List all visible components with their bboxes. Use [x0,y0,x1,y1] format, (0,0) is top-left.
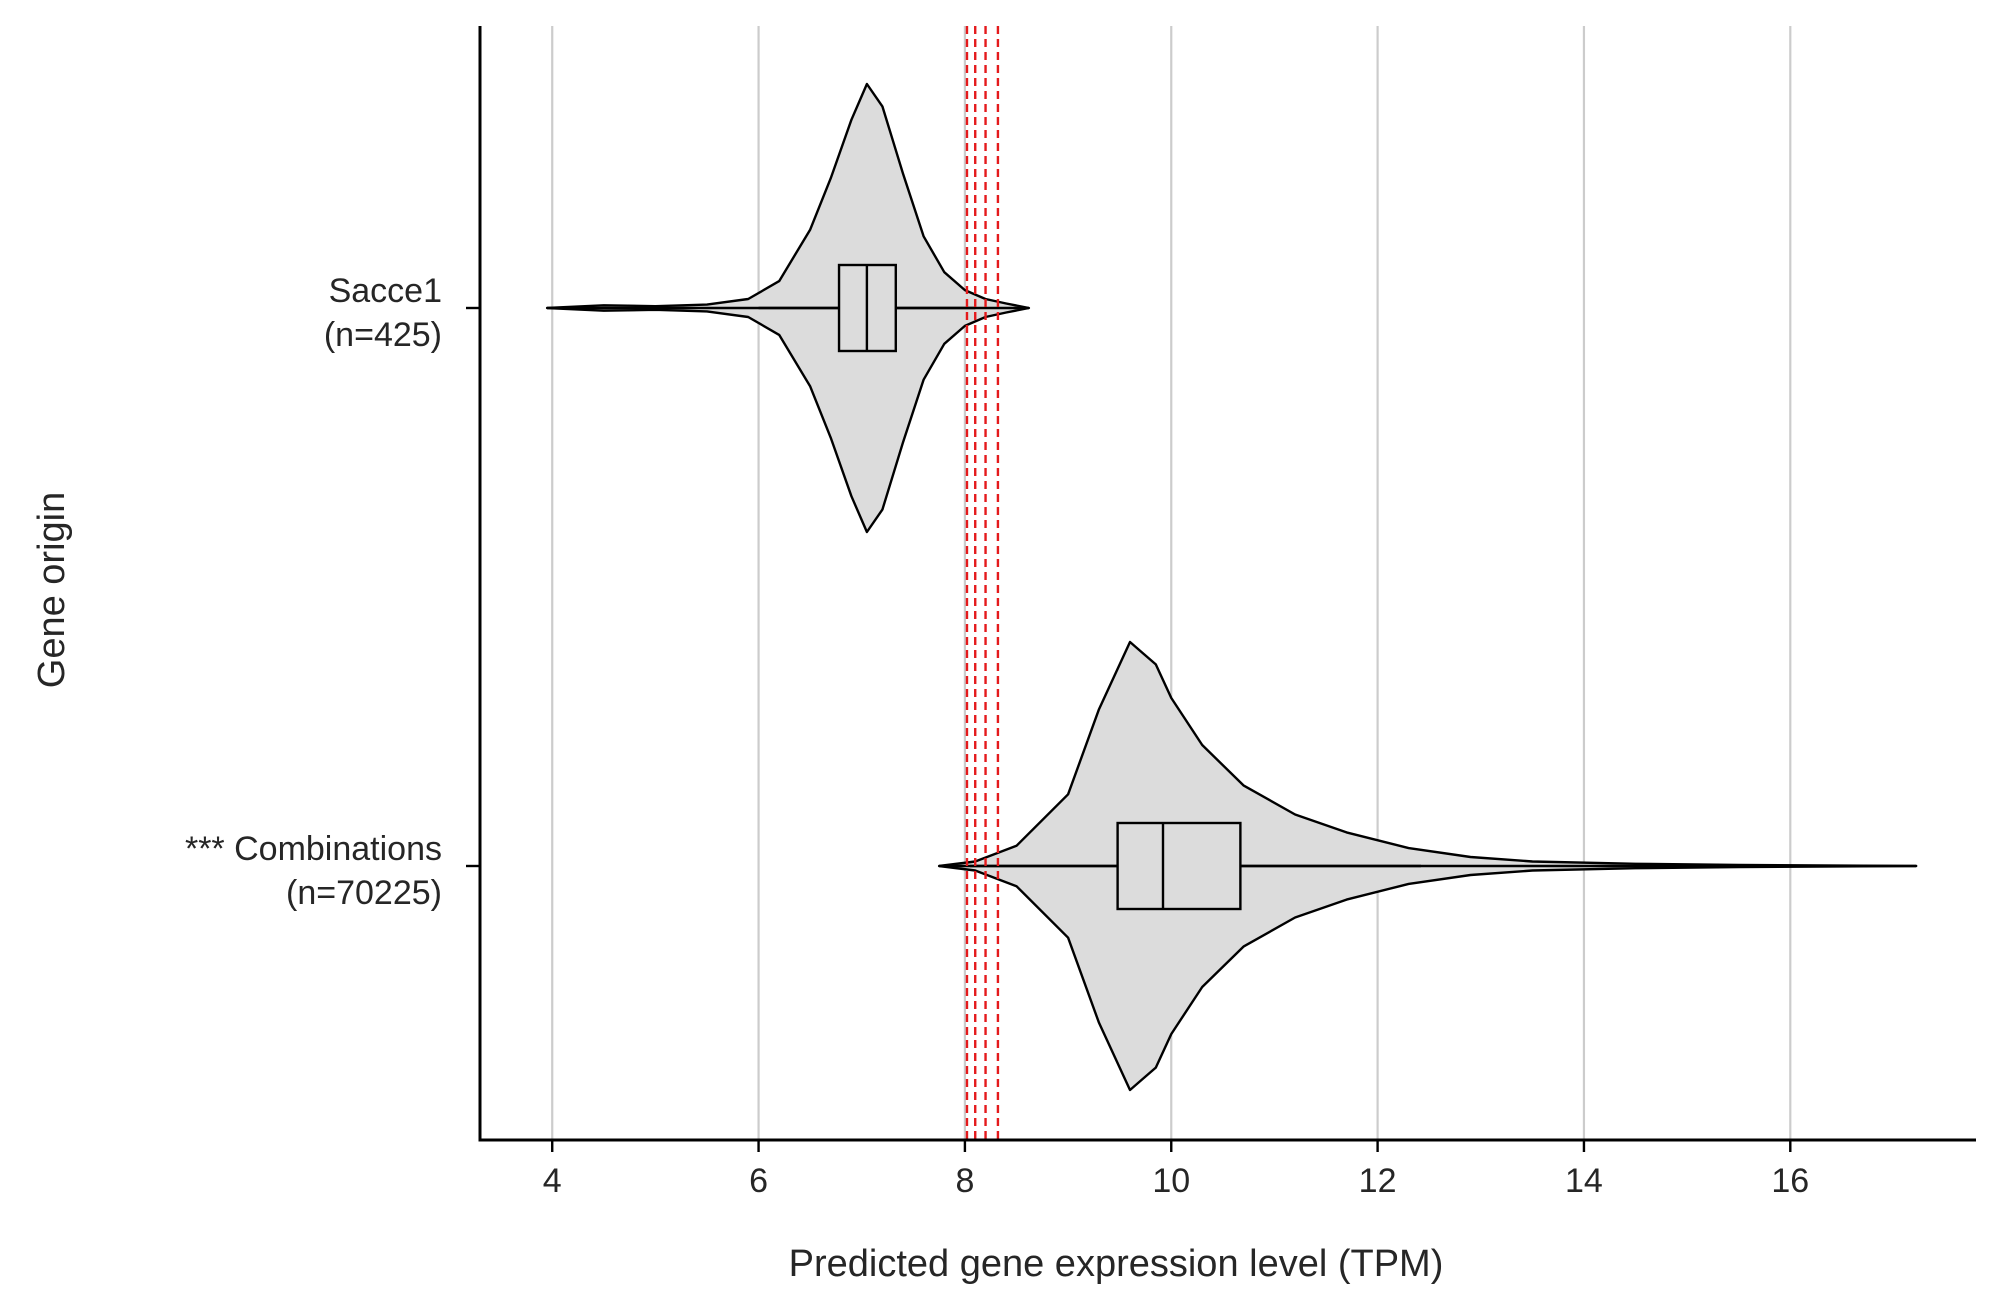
x-tick-label: 12 [1359,1162,1397,1200]
category-label: *** Combinations [185,830,442,868]
category-count-label: (n=425) [324,316,442,354]
x-tick-label: 14 [1565,1162,1603,1200]
category-count-label: (n=70225) [286,874,442,912]
x-tick-label: 10 [1152,1162,1190,1200]
x-tick-label: 4 [543,1162,562,1200]
violins [545,82,1918,1092]
x-tick-label: 16 [1771,1162,1809,1200]
axes [466,26,1976,1152]
labels: 4 6 8 10 12 14 16 Sacce1 (n=425) *** Combinations… [185,272,1809,1200]
reference-lines [965,26,1000,1140]
x-axis-title: Predicted gene expression level (TPM) [789,1243,1444,1285]
y-axis-title: Gene origin [31,492,73,688]
grid-lines [551,26,1792,1140]
category-label: Sacce1 [329,272,442,310]
x-tick-label: 6 [749,1162,768,1200]
x-tick-label: 8 [955,1162,974,1200]
box-iqr [1116,821,1242,911]
